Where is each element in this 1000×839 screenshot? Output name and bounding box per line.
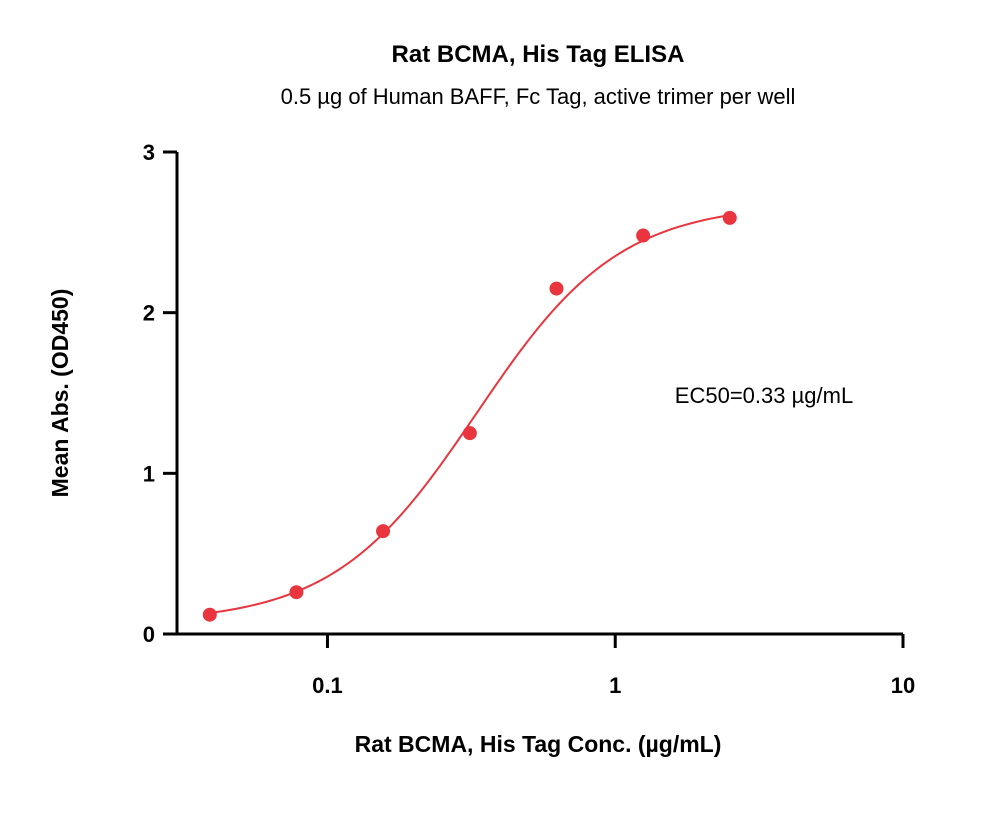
y-tick-label: 3 — [143, 140, 155, 165]
y-tick-label: 1 — [143, 461, 155, 486]
ec50-annotation: EC50=0.33 µg/mL — [675, 383, 853, 408]
fit-curve — [209, 214, 730, 614]
data-point — [202, 607, 217, 622]
axes — [175, 152, 903, 636]
x-tick-label: 1 — [609, 673, 621, 698]
data-points — [202, 210, 737, 622]
x-tick-label: 0.1 — [312, 673, 343, 698]
y-tick-label: 2 — [143, 301, 155, 326]
data-point — [462, 426, 477, 441]
data-point — [722, 210, 737, 225]
x-axis-label: Rat BCMA, His Tag Conc. (µg/mL) — [355, 731, 722, 757]
tick-group: 0 1 2 3 0.1 1 10 — [143, 140, 915, 698]
y-tick-label: 0 — [143, 622, 155, 647]
chart-subtitle: 0.5 µg of Human BAFF, Fc Tag, active tri… — [281, 84, 796, 109]
data-point — [549, 281, 564, 296]
data-point — [376, 524, 391, 539]
chart-title: Rat BCMA, His Tag ELISA — [392, 41, 685, 68]
data-point — [636, 228, 651, 243]
y-axis-label: Mean Abs. (OD450) — [47, 289, 73, 498]
data-point — [289, 585, 304, 600]
x-tick-label: 10 — [891, 673, 915, 698]
